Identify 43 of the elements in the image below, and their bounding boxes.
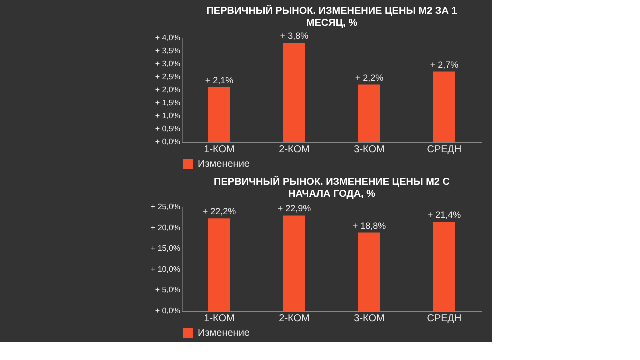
x-tick-label: 3-КОМ	[354, 314, 385, 324]
bar	[358, 84, 380, 142]
chart-title: ПЕРВИЧНЫЙ РЫНОК. ИЗМЕНЕНИЕ ЦЕНЫ М2 С НАЧАЛА ГОДА, %	[214, 175, 450, 200]
y-tick-label: + 0,0%	[155, 138, 180, 146]
bar	[284, 43, 306, 142]
x-tick-label: 3-КОМ	[354, 144, 385, 156]
y-tick-label: + 0,5%	[155, 124, 180, 134]
x-tick-label: 1-КОМ	[204, 314, 235, 324]
x-tick-label: СРЕДН	[427, 144, 462, 156]
chart-title: ПЕРВИЧНЫЙ РЫНОК. ИЗМЕНЕНИЕ ЦЕНЫ М2 ЗА 1 МЕСЯЦ, %	[206, 4, 458, 30]
y-tick-label: + 4,0%	[155, 34, 180, 42]
bar	[434, 222, 456, 311]
data-label: + 2,2%	[355, 72, 384, 83]
data-label: + 21,4%	[428, 210, 462, 220]
data-label: + 18,8%	[352, 220, 386, 231]
x-tick-label: 1-КОМ	[204, 144, 235, 156]
y-tick-label: + 15,0%	[150, 244, 180, 254]
y-tick-label: + 25,0%	[150, 202, 180, 212]
bar	[208, 87, 230, 142]
data-label: + 2,7%	[430, 60, 459, 70]
y-tick-label: + 10,0%	[150, 264, 180, 274]
x-tick-label: 2-КОМ	[279, 144, 310, 156]
data-label: + 3,8%	[280, 31, 309, 42]
legend-label: Изменение	[198, 159, 250, 170]
y-tick-label: + 3,0%	[155, 60, 180, 68]
bar	[284, 216, 306, 311]
y-tick-label: + 2,5%	[155, 72, 180, 82]
bar	[358, 232, 380, 311]
data-label: + 22,2%	[202, 206, 236, 217]
y-tick-label: + 20,0%	[150, 223, 180, 232]
y-tick-label: + 0,0%	[155, 306, 180, 316]
bar	[434, 72, 456, 142]
y-tick-label: + 2,0%	[155, 86, 180, 94]
y-tick-label: + 5,0%	[155, 286, 180, 295]
y-tick-label: + 1,5%	[155, 98, 180, 108]
bar	[208, 218, 230, 311]
data-label: + 22,9%	[278, 204, 312, 214]
y-tick-label: + 1,0%	[155, 112, 180, 120]
x-tick-label: СРЕДН	[427, 314, 462, 324]
legend-label: Изменение	[198, 328, 250, 339]
x-tick-label: 2-КОМ	[279, 314, 310, 324]
y-tick-label: + 3,5%	[155, 46, 180, 56]
data-label: + 2,1%	[205, 75, 234, 86]
